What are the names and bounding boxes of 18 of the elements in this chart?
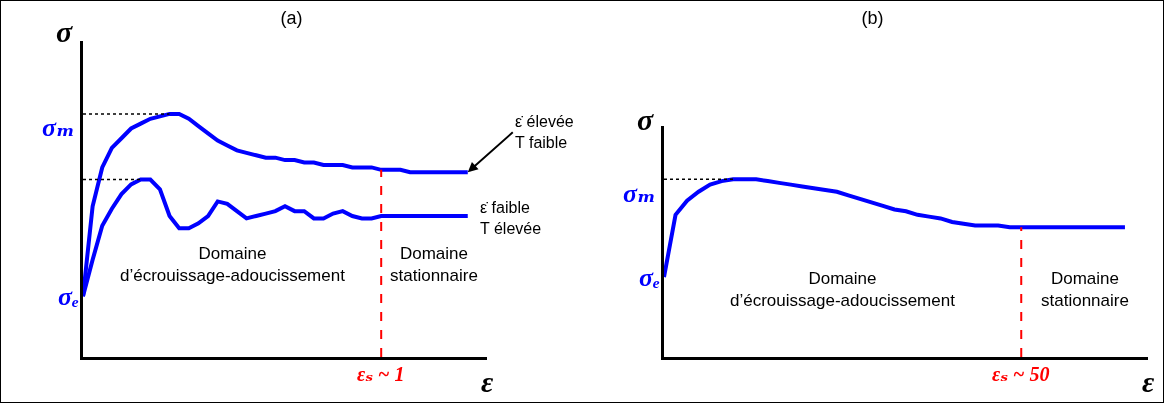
annotation: Domaine d’écrouissage-adoucissement <box>730 269 956 311</box>
series-label: ε̇ faible T élevée <box>480 199 542 237</box>
y-axis-title: σ <box>56 15 73 48</box>
annotation: Domaine d’écrouissage-adoucissement <box>120 244 346 286</box>
text: εₛ ~ 50 <box>992 363 1050 385</box>
annotation: Domaine stationnaire <box>1041 269 1129 311</box>
annotation: Domaine stationnaire <box>390 244 478 286</box>
x-axis-title: ε <box>481 365 494 398</box>
text: ε̇ élevée T faible <box>515 113 574 151</box>
chart-title: (b) <box>861 7 884 28</box>
text: εₛ ~ 1 <box>357 363 405 385</box>
y-axis-title: σ <box>637 103 654 136</box>
annotation: σₑ <box>639 263 661 292</box>
ref-line-label: σₘ <box>42 113 75 142</box>
chart-title: (a) <box>280 7 303 28</box>
ref-line-label: σₘ <box>623 179 656 208</box>
x-axis-title: ε <box>1142 365 1155 398</box>
text: σₑ <box>58 282 80 311</box>
